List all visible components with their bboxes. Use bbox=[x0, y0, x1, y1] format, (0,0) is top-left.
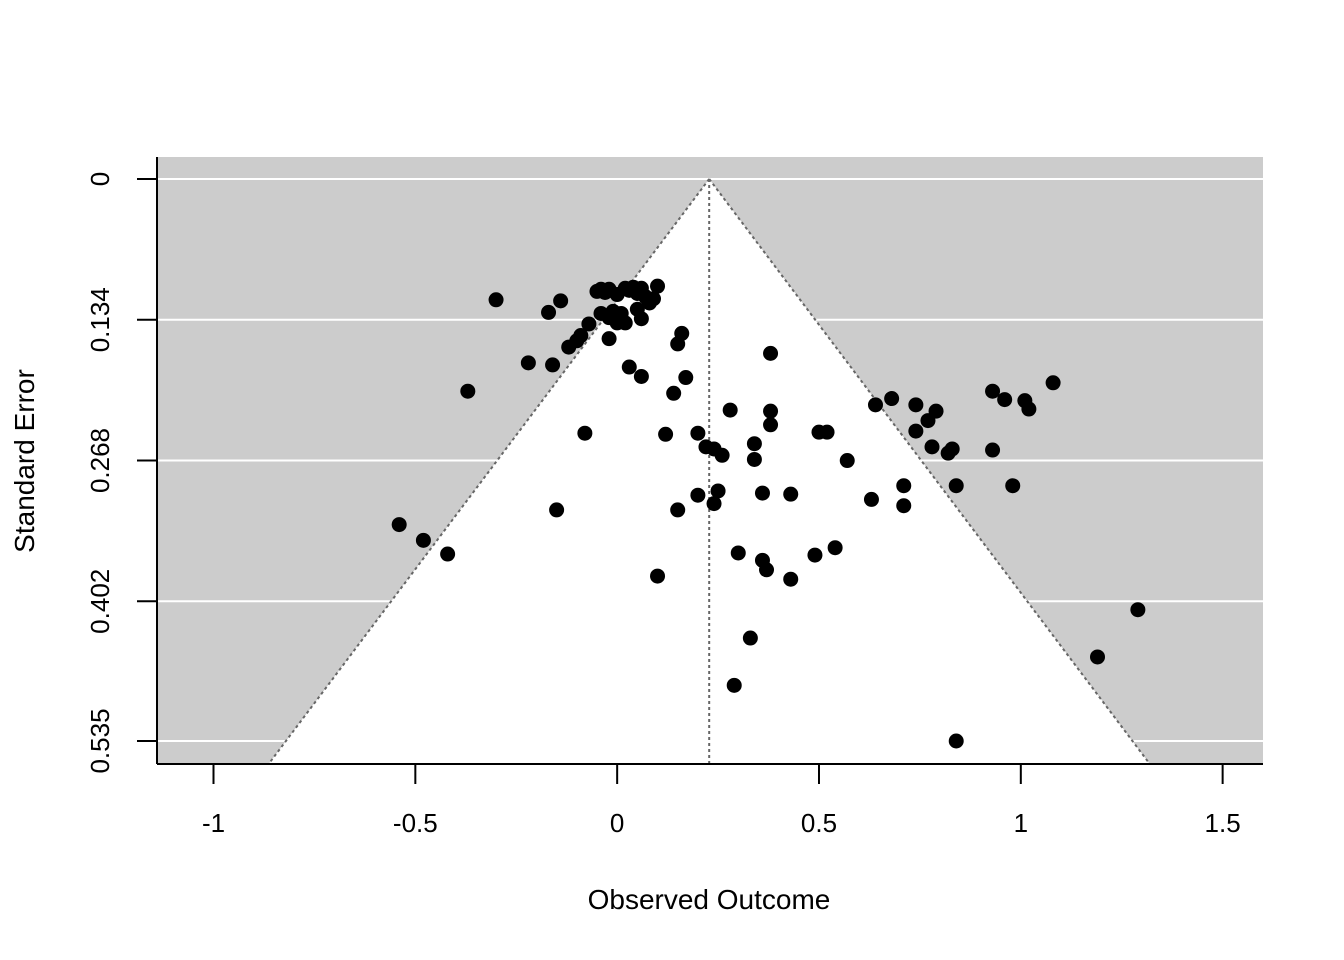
data-point-67 bbox=[650, 568, 666, 584]
funnel-right-line bbox=[708, 178, 1150, 764]
data-point-32 bbox=[460, 383, 476, 399]
data-point-87 bbox=[985, 383, 1001, 399]
data-point-78 bbox=[928, 403, 944, 419]
data-point-53 bbox=[839, 453, 855, 469]
data-point-76 bbox=[908, 397, 924, 413]
data-point-40 bbox=[577, 425, 593, 441]
data-point-68 bbox=[742, 630, 758, 646]
data-point-52 bbox=[819, 424, 835, 440]
data-point-50 bbox=[746, 451, 762, 467]
y-tick-label-0: 0 bbox=[85, 172, 115, 186]
x-tick-label-2: 0 bbox=[610, 808, 624, 838]
y-tick-label-2: 0.268 bbox=[85, 428, 115, 493]
data-point-55 bbox=[710, 483, 726, 499]
y-tick-label-4: 0.535 bbox=[85, 708, 115, 773]
data-point-20 bbox=[617, 315, 633, 331]
y-axis-ticks: 0 0.134 0.268 0.402 0.535 bbox=[85, 172, 157, 774]
plot-area bbox=[157, 157, 1263, 764]
data-point-79 bbox=[908, 423, 924, 439]
data-point-70 bbox=[948, 733, 964, 749]
data-point-36 bbox=[670, 336, 686, 352]
data-point-22 bbox=[605, 303, 621, 319]
x-axis-ticks: -1 -0.5 0 0.5 1 1.5 bbox=[202, 764, 1241, 838]
data-point-72 bbox=[415, 532, 431, 548]
data-point-41 bbox=[658, 426, 674, 442]
x-tick-label-0: -1 bbox=[202, 808, 225, 838]
data-point-49 bbox=[746, 436, 762, 452]
data-point-94 bbox=[1130, 602, 1146, 618]
data-point-1 bbox=[541, 304, 557, 320]
y-axis-title: Standard Error bbox=[9, 369, 40, 553]
y-tick-label-1: 0.134 bbox=[85, 287, 115, 352]
data-point-65 bbox=[827, 540, 843, 556]
data-point-63 bbox=[759, 562, 775, 578]
data-point-31 bbox=[545, 357, 561, 373]
data-point-38 bbox=[666, 385, 682, 401]
data-point-92 bbox=[985, 442, 1001, 458]
funnel-left-line bbox=[268, 178, 710, 764]
data-point-69 bbox=[726, 677, 742, 693]
x-tick-label-4: 1 bbox=[1014, 808, 1028, 838]
data-point-90 bbox=[1021, 401, 1037, 417]
data-point-56 bbox=[706, 496, 722, 512]
x-tick-label-3: 0.5 bbox=[801, 808, 837, 838]
data-point-45 bbox=[714, 447, 730, 463]
data-point-84 bbox=[863, 491, 879, 507]
data-point-73 bbox=[440, 546, 456, 562]
data-point-16 bbox=[650, 278, 666, 294]
data-point-71 bbox=[391, 517, 407, 533]
data-point-28 bbox=[561, 339, 577, 355]
x-tick-label-1: -0.5 bbox=[393, 808, 438, 838]
data-point-21 bbox=[593, 305, 609, 321]
data-point-75 bbox=[884, 391, 900, 407]
data-point-59 bbox=[754, 485, 770, 501]
funnel-region bbox=[269, 179, 1150, 764]
data-point-25 bbox=[581, 316, 597, 332]
data-point-24 bbox=[629, 301, 645, 317]
data-point-0 bbox=[488, 292, 504, 308]
data-points bbox=[391, 278, 1146, 749]
axes: -1 -0.5 0 0.5 1 1.5 0 0.134 0.268 0.402 0.535 bbox=[85, 157, 1263, 838]
data-point-33 bbox=[621, 359, 637, 375]
data-point-82 bbox=[944, 441, 960, 457]
data-point-2 bbox=[553, 293, 569, 309]
data-point-91 bbox=[1045, 375, 1061, 391]
data-point-30 bbox=[520, 355, 536, 371]
data-point-64 bbox=[807, 547, 823, 563]
data-point-86 bbox=[896, 498, 912, 514]
data-point-48 bbox=[763, 417, 779, 433]
data-point-93 bbox=[1005, 478, 1021, 494]
data-point-60 bbox=[783, 486, 799, 502]
data-point-66 bbox=[783, 571, 799, 587]
data-point-95 bbox=[1090, 649, 1106, 665]
data-point-58 bbox=[549, 502, 565, 518]
data-point-85 bbox=[896, 478, 912, 494]
data-point-74 bbox=[867, 397, 883, 413]
x-tick-label-5: 1.5 bbox=[1205, 808, 1241, 838]
data-point-37 bbox=[678, 370, 694, 386]
data-point-80 bbox=[924, 439, 940, 455]
data-point-54 bbox=[690, 487, 706, 503]
data-point-61 bbox=[730, 545, 746, 561]
data-point-46 bbox=[722, 402, 738, 418]
data-point-83 bbox=[948, 478, 964, 494]
data-point-29 bbox=[601, 331, 617, 347]
x-axis-title: Observed Outcome bbox=[588, 884, 831, 915]
data-point-57 bbox=[670, 502, 686, 518]
data-point-34 bbox=[633, 368, 649, 384]
data-point-39 bbox=[763, 345, 779, 361]
y-tick-label-3: 0.402 bbox=[85, 569, 115, 634]
data-point-88 bbox=[997, 392, 1013, 408]
data-point-42 bbox=[690, 425, 706, 441]
data-point-47 bbox=[763, 403, 779, 419]
data-point-15 bbox=[645, 291, 661, 307]
